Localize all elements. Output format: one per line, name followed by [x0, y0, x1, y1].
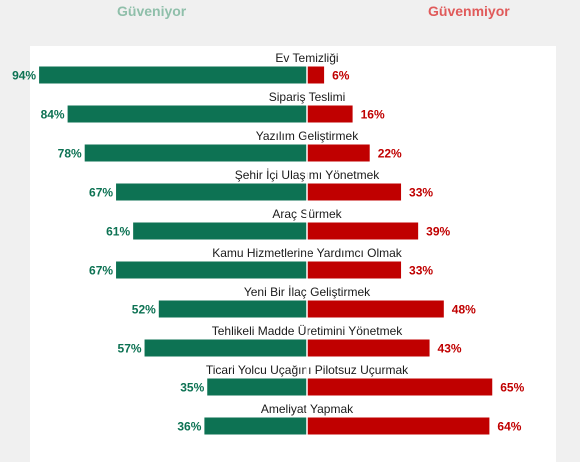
distrust-value-label: 48%	[452, 303, 476, 317]
distrust-value-label: 22%	[378, 147, 402, 161]
distrust-bar	[307, 222, 419, 240]
distrust-bar	[307, 378, 493, 396]
trust-bar	[133, 222, 307, 240]
distrust-bar	[307, 339, 430, 357]
trust-bar	[204, 417, 307, 435]
trust-value-label: 78%	[58, 147, 82, 161]
trust-bar	[116, 183, 307, 201]
distrust-value-label: 33%	[409, 186, 433, 200]
trust-value-label: 67%	[89, 186, 113, 200]
legend-trust: Güveniyor	[117, 3, 187, 19]
trust-value-label: 61%	[106, 225, 130, 239]
distrust-value-label: 33%	[409, 264, 433, 278]
distrust-value-label: 39%	[426, 225, 450, 239]
trust-bar	[84, 144, 307, 162]
trust-value-label: 52%	[132, 303, 156, 317]
trust-bar	[39, 66, 307, 84]
distrust-bar	[307, 183, 402, 201]
trust-value-label: 94%	[12, 69, 36, 83]
trust-value-label: 84%	[41, 108, 65, 122]
trust-value-label: 57%	[118, 342, 142, 356]
legend-distrust: Güvenmiyor	[428, 3, 510, 19]
distrust-bar	[307, 417, 490, 435]
trust-value-label: 36%	[177, 420, 201, 434]
trust-bar	[158, 300, 307, 318]
category-label: Ev Temizliği	[275, 51, 338, 65]
distrust-value-label: 65%	[500, 381, 524, 395]
distrust-value-label: 43%	[438, 342, 462, 356]
trust-bar	[116, 261, 307, 279]
distrust-value-label: 16%	[361, 108, 385, 122]
trust-bar	[67, 105, 307, 123]
distrust-bar	[307, 300, 444, 318]
distrust-bar	[307, 66, 325, 84]
trust-value-label: 67%	[89, 264, 113, 278]
distrust-bar	[307, 261, 402, 279]
distrust-value-label: 6%	[332, 69, 350, 83]
distrust-bar	[307, 144, 370, 162]
trust-bar	[144, 339, 307, 357]
distrust-bar	[307, 105, 353, 123]
distrust-value-label: 64%	[497, 420, 521, 434]
trust-bar	[207, 378, 307, 396]
trust-value-label: 35%	[180, 381, 204, 395]
